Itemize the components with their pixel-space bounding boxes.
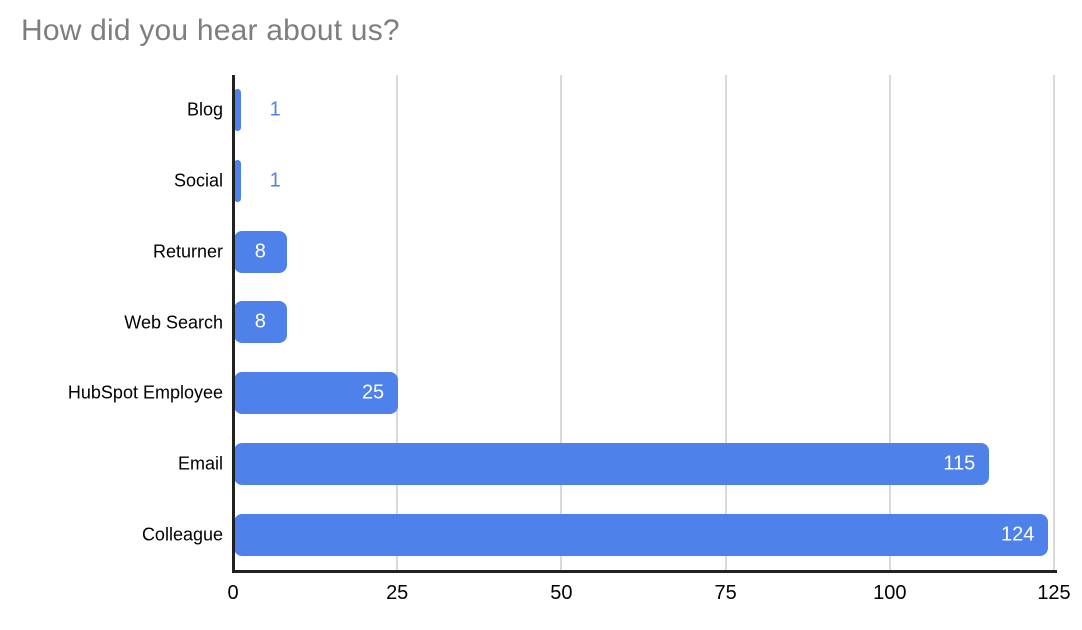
bar-row: 115 <box>233 429 1054 500</box>
bar-row <box>233 146 1054 217</box>
chart-title: How did you hear about us? <box>21 14 400 47</box>
x-tick-label-25: 25 <box>386 582 409 604</box>
bar-web-search: 8 <box>234 301 287 344</box>
category-label-email: Email <box>177 453 223 474</box>
bar-value-label: 25 <box>361 381 385 404</box>
x-tick-label-50: 50 <box>550 582 573 604</box>
category-label-returner: Returner <box>152 241 223 262</box>
x-tick-label-75: 75 <box>714 582 737 604</box>
bar-value-label: 8 <box>254 240 266 263</box>
x-tick-label-0: 0 <box>227 582 239 604</box>
y-axis-line <box>232 75 235 570</box>
bar-value-label: 8 <box>254 310 266 333</box>
gridline-x-125 <box>1053 75 1055 570</box>
plot-area: 1 1 8 8 25 115 124 <box>232 75 1057 573</box>
bar-email: 115 <box>234 442 990 485</box>
bar-row <box>233 75 1054 146</box>
bar-value-label: 115 <box>943 452 976 475</box>
gridline-x-75 <box>724 75 727 570</box>
gridline-x-50 <box>560 75 563 570</box>
category-label-web-search: Web Search <box>124 312 223 332</box>
bar-hubspot-employee: 25 <box>234 372 399 415</box>
x-tick-label-100: 100 <box>873 582 907 604</box>
bar-blog <box>234 89 241 132</box>
bar-row: 8 <box>233 216 1054 287</box>
bar-colleague: 124 <box>234 513 1049 556</box>
x-axis-line <box>232 570 1057 573</box>
bar-value-label: 124 <box>1001 523 1035 546</box>
bar-row: 124 <box>233 499 1054 570</box>
bar-value-label: 1 <box>269 169 281 192</box>
gridline-x-100 <box>888 75 891 570</box>
x-tick-label-125: 125 <box>1037 582 1071 604</box>
bar-row: 25 <box>233 358 1054 429</box>
bar-value-label: 1 <box>269 98 281 121</box>
bar-social <box>234 160 241 203</box>
bar-row: 8 <box>233 287 1054 358</box>
category-label-hubspot-employee: HubSpot Employee <box>67 382 223 403</box>
category-label-colleague: Colleague <box>141 524 223 545</box>
gridline-x-25 <box>396 75 399 570</box>
category-label-social: Social <box>173 170 223 191</box>
category-label-blog: Blog <box>186 99 223 120</box>
bar-returner: 8 <box>234 230 287 273</box>
